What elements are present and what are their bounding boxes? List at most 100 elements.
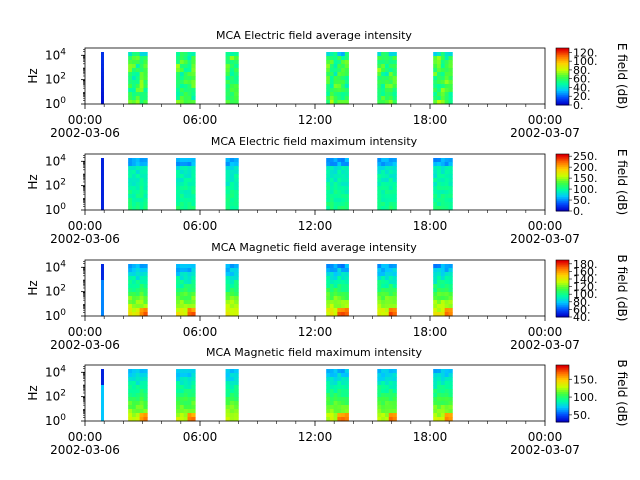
heatmap-cell xyxy=(448,264,453,269)
colorbar-swatch xyxy=(556,84,569,88)
heatmap-cell xyxy=(437,162,442,167)
heatmap-cell xyxy=(381,397,386,402)
heatmap-cell xyxy=(234,174,239,179)
heatmap-cell xyxy=(388,296,394,301)
heatmap-cell xyxy=(341,401,346,406)
heatmap-cell xyxy=(440,389,446,394)
heatmap-cell xyxy=(444,369,449,374)
heatmap-cell xyxy=(329,292,335,297)
heatmap-cell xyxy=(143,405,148,410)
heatmap-cell xyxy=(187,80,192,85)
heatmap-cell xyxy=(392,288,397,293)
heatmap-cell xyxy=(377,417,382,422)
heatmap-cell xyxy=(344,268,349,273)
heatmap-cell xyxy=(329,194,335,199)
heatmap-cell xyxy=(433,72,438,77)
heatmap-cell xyxy=(392,72,397,77)
heatmap-cell xyxy=(341,92,346,97)
heatmap-cell xyxy=(191,268,196,273)
heatmap-cell xyxy=(191,84,196,89)
heatmap-cell xyxy=(337,190,342,195)
heatmap-cell xyxy=(448,68,453,73)
colorbar-swatch xyxy=(556,290,569,294)
heatmap-cell xyxy=(135,88,141,93)
heatmap-cell xyxy=(229,296,235,301)
heatmap-cell xyxy=(440,377,446,382)
heatmap-cell xyxy=(191,170,196,175)
heatmap-cell xyxy=(377,158,382,163)
heatmap-cell xyxy=(135,60,141,65)
heatmap-cell xyxy=(341,417,346,422)
heatmap-cell xyxy=(329,100,335,105)
heatmap-cell xyxy=(337,397,342,402)
heatmap-cell xyxy=(329,166,335,171)
heatmap-cell xyxy=(333,170,338,175)
heatmap-cell xyxy=(326,202,331,207)
heatmap-cell xyxy=(377,182,382,187)
colorbar-swatch xyxy=(556,292,569,296)
heatmap-cell xyxy=(384,206,390,211)
heatmap-cell xyxy=(344,206,349,211)
y-tick-label: 102 xyxy=(45,178,66,193)
heatmap-cell xyxy=(179,389,185,394)
heatmap-cell xyxy=(101,174,104,179)
heatmap-cell xyxy=(329,162,335,167)
heatmap-cell xyxy=(337,280,342,285)
heatmap-cell xyxy=(440,393,446,398)
heatmap-cell xyxy=(191,272,196,277)
heatmap-cell xyxy=(329,268,335,273)
heatmap-cell xyxy=(128,60,133,65)
heatmap-cell xyxy=(341,288,346,293)
heatmap-cell xyxy=(191,100,196,105)
heatmap-cell xyxy=(131,194,137,199)
plot-frame xyxy=(84,47,546,105)
heatmap-cell xyxy=(433,308,438,313)
heatmap-cell xyxy=(326,417,331,422)
heatmap-cell xyxy=(135,268,141,273)
heatmap-cell xyxy=(392,68,397,73)
heatmap-cell xyxy=(183,206,188,211)
heatmap-cell xyxy=(139,72,144,77)
heatmap-cell xyxy=(341,96,346,101)
heatmap-cell xyxy=(176,100,181,105)
heatmap-cell xyxy=(183,186,188,191)
heatmap-cell xyxy=(176,52,181,57)
heatmap-cell xyxy=(448,158,453,163)
heatmap-cell xyxy=(392,162,397,167)
heatmap-cell xyxy=(131,280,137,285)
heatmap-cell xyxy=(234,389,239,394)
heatmap-cell xyxy=(333,56,338,61)
heatmap-cell xyxy=(388,174,394,179)
heatmap-cell xyxy=(187,100,192,105)
heatmap-cell xyxy=(444,170,449,175)
colorbar-swatch xyxy=(556,270,569,273)
heatmap-cell xyxy=(176,206,181,211)
heatmap-cell xyxy=(128,300,133,305)
heatmap-cell xyxy=(135,308,141,313)
heatmap-cell xyxy=(191,413,196,418)
heatmap-cell xyxy=(392,96,397,101)
colorbar-swatch xyxy=(556,419,569,423)
heatmap-cell xyxy=(191,190,196,195)
heatmap-cell xyxy=(326,401,331,406)
heatmap-cell xyxy=(341,296,346,301)
heatmap-cell xyxy=(176,64,181,69)
heatmap-cell xyxy=(440,186,446,191)
heatmap-cell xyxy=(135,280,141,285)
heatmap-cell xyxy=(128,373,133,378)
heatmap-cell xyxy=(176,413,181,418)
heatmap-cell xyxy=(341,308,346,313)
heatmap-cell xyxy=(384,405,390,410)
heatmap-cell xyxy=(381,280,386,285)
heatmap-cell xyxy=(135,405,141,410)
heatmap-cell xyxy=(229,206,235,211)
heatmap-cell xyxy=(392,397,397,402)
spectrogram-panel: MCA Magnetic field average intensity1001… xyxy=(26,241,629,352)
heatmap-cell xyxy=(433,186,438,191)
heatmap-cell xyxy=(183,296,188,301)
heatmap-cell xyxy=(329,389,335,394)
heatmap-cell xyxy=(187,405,192,410)
heatmap-cell xyxy=(187,174,192,179)
heatmap-cell xyxy=(341,272,346,277)
heatmap-cell xyxy=(333,100,338,105)
